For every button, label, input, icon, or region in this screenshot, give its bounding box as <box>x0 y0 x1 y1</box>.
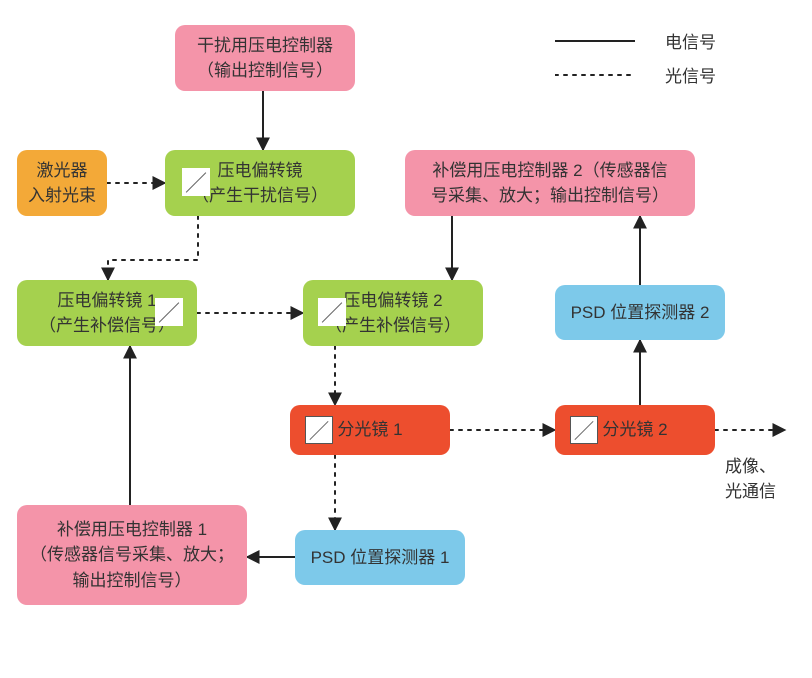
legend-row-dotted: 光信号 <box>555 62 716 87</box>
node-n_disturb_ctrl: 干扰用压电控制器（输出控制信号） <box>175 25 355 91</box>
mirror-icon <box>318 298 346 326</box>
node-line: 压电偏转镜 <box>218 158 303 184</box>
node-line: 输出控制信号） <box>73 568 192 594</box>
node-n_laser: 激光器入射光束 <box>17 150 107 216</box>
node-line: 压电偏转镜 1 <box>57 288 156 314</box>
node-line: 激光器 <box>37 158 88 184</box>
free-label: 成像、 <box>725 452 776 477</box>
edge-2 <box>108 216 198 280</box>
node-n_comp_ctrl1: 补偿用压电控制器 1（传感器信号采集、放大；输出控制信号） <box>17 505 247 605</box>
node-n_comp_ctrl2: 补偿用压电控制器 2（传感器信号采集、放大；输出控制信号） <box>405 150 695 216</box>
legend-line-icon <box>555 69 635 81</box>
node-line: 分光镜 2 <box>602 417 667 443</box>
mirror-icon <box>182 168 210 196</box>
legend-row-solid: 电信号 <box>555 28 716 53</box>
node-line: 补偿用压电控制器 1 <box>57 517 207 543</box>
node-line: 号采集、放大；输出控制信号） <box>431 183 669 209</box>
node-line: 压电偏转镜 2 <box>343 288 442 314</box>
node-line: PSD 位置探测器 2 <box>571 300 710 326</box>
free-label: 光通信 <box>725 477 776 502</box>
legend-label: 光信号 <box>665 62 716 87</box>
legend-line-icon <box>555 35 635 47</box>
node-line: （传感器信号采集、放大； <box>30 542 234 568</box>
node-line: PSD 位置探测器 1 <box>311 545 450 571</box>
node-line: （输出控制信号） <box>197 58 333 84</box>
mirror-icon <box>155 298 183 326</box>
node-n_psd1: PSD 位置探测器 1 <box>295 530 465 585</box>
node-line: 补偿用压电控制器 2（传感器信 <box>432 158 667 184</box>
legend-label: 电信号 <box>665 28 716 53</box>
node-line: 入射光束 <box>28 183 96 209</box>
node-line: 干扰用压电控制器 <box>197 33 333 59</box>
node-line: （产生干扰信号） <box>192 183 328 209</box>
node-n_psd2: PSD 位置探测器 2 <box>555 285 725 340</box>
mirror-icon <box>570 416 598 444</box>
node-line: 分光镜 1 <box>337 417 402 443</box>
mirror-icon <box>305 416 333 444</box>
